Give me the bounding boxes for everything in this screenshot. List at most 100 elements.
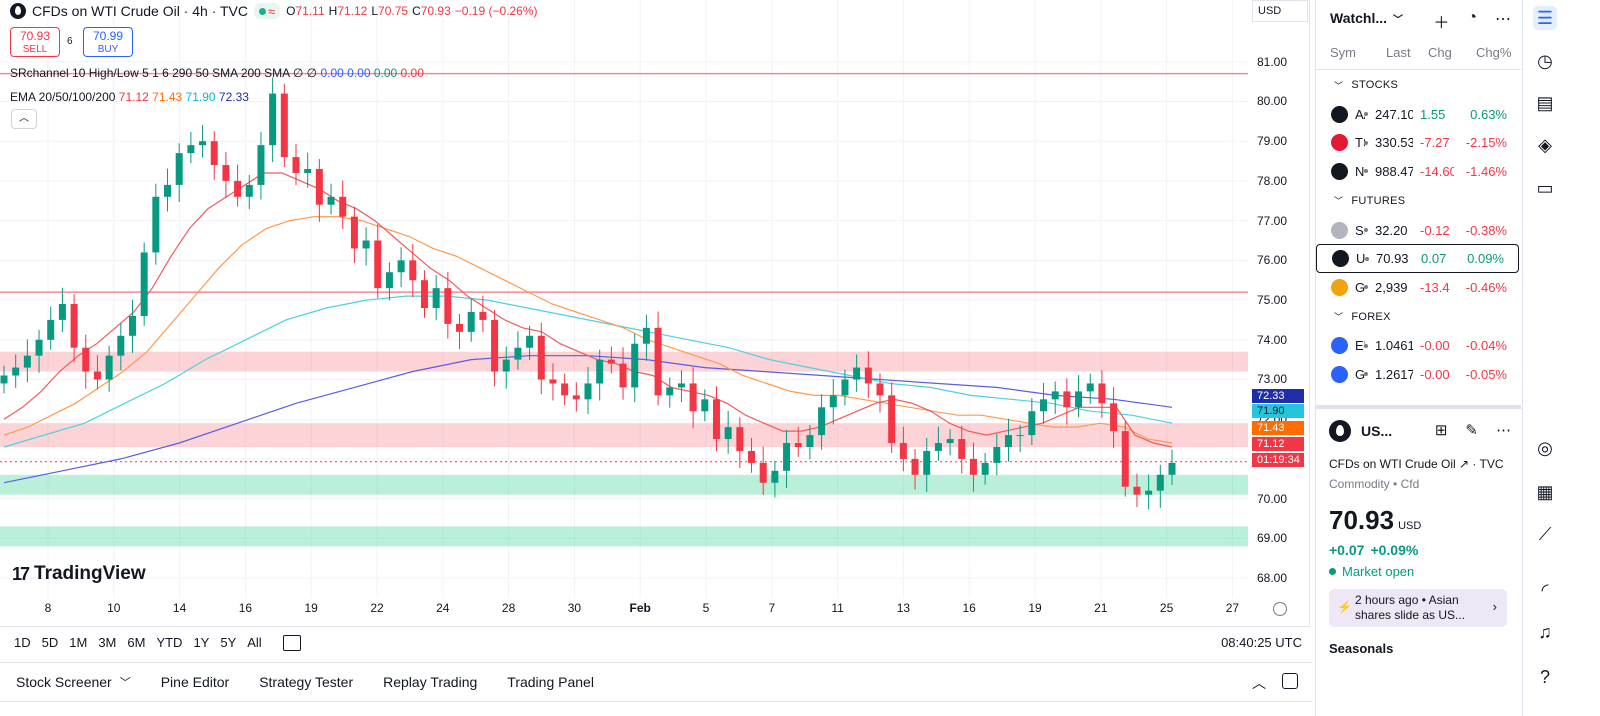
details-symbol[interactable]: US... [1361,423,1393,439]
watchlist-row[interactable]: SILVER 32.20 -0.12 -0.38% [1316,216,1521,245]
target-icon[interactable]: ◎ [1537,438,1553,458]
maximize-panel-icon[interactable] [1282,673,1298,689]
candle-body [1145,490,1153,495]
price-tick: 74.00 [1257,332,1288,347]
alerts-clock-icon[interactable]: ◷ [1537,51,1553,71]
tab-pine-editor[interactable]: Pine Editor [160,674,230,690]
utc-clock[interactable]: 08:40:25 UTC [1221,635,1302,650]
range-button[interactable]: 5Y [220,635,237,650]
more-icon[interactable]: ⋯ [1496,422,1511,439]
price-chart[interactable] [0,0,1250,598]
grid-icon[interactable]: ⊞ [1434,422,1448,439]
candle-body [946,439,954,444]
chat-icon[interactable]: ▭ [1536,178,1554,198]
chevron-down-icon[interactable]: ﹀ [1334,312,1344,323]
range-button[interactable]: YTD [156,635,183,650]
chevron-down-icon[interactable]: ﹀ [119,677,131,689]
calendar-icon[interactable] [282,634,301,651]
watchlist-section[interactable]: ﹀ STOCKS [1316,70,1521,100]
edit-icon[interactable]: ✎ [1465,422,1478,439]
calendar-icon[interactable]: ▦ [1536,482,1554,502]
watchlist-body: ﹀ STOCKS AAPL 247.10 1.55 0.63% TSLA 330.53 -7.2… [1316,70,1521,389]
candle-body [631,343,639,388]
chart-settings-icon[interactable] [1273,602,1287,616]
more-icon[interactable]: ⋯ [1495,11,1511,28]
range-button[interactable]: All [247,635,262,650]
external-link-icon[interactable]: ↗ [1459,457,1470,471]
price-label: 01:19:34 [1252,453,1304,467]
col-chg[interactable]: Chg [1428,45,1452,60]
advanced-view-icon[interactable]: ◔ [1467,9,1477,26]
time-tick: 21 [1094,601,1108,615]
help-icon[interactable]: ? [1539,667,1550,687]
time-tick: 28 [501,601,516,615]
sell-button[interactable]: 70.93 SELL [10,27,60,57]
candle-body [677,383,685,388]
watchlist-row[interactable]: AAPL 247.10 1.55 0.63% [1316,100,1521,129]
news-item[interactable]: ⚡ 2 hours ago • Asian shares slide as US… [1329,589,1507,627]
watchlist-section[interactable]: ﹀ FUTURES [1316,186,1521,216]
status-dot-icon [1329,568,1336,575]
watchlist-icon[interactable]: ☰ [1533,6,1557,30]
candle-body [794,443,802,447]
candle-body [1086,383,1094,392]
srchannel-legend[interactable]: SRchannel 10 High/Low 5 1 6 290 50 SMA 2… [10,66,424,80]
watchlist-row[interactable]: GBPUSD 1.2617 -0.00 -0.05% [1316,360,1521,389]
candle-body [187,145,195,154]
candle-body [1004,435,1012,447]
chart-pane[interactable]: CFDs on WTI Crude Oil · 4h · TVC ≈ O71.1… [0,0,1310,625]
broadcast-icon[interactable]: ◜ [1541,580,1549,600]
range-button[interactable]: 1Y [193,635,210,650]
candle-body [712,399,720,440]
candle-body [1110,403,1118,432]
buy-button[interactable]: 70.99 BUY [83,27,133,57]
chevron-down-icon[interactable]: ﹀ [1334,80,1344,91]
layers-icon[interactable]: ◈ [1538,135,1552,155]
candle-body [701,399,709,412]
chevron-up-icon[interactable]: ︿ [1252,675,1266,691]
seasonals-title[interactable]: Seasonals [1329,641,1394,656]
chevron-down-icon[interactable]: ﹀ [1334,196,1344,207]
add-symbol-icon[interactable]: ＋ [1433,15,1450,32]
watchlist-row[interactable]: NFLX 988.47 -14.60 -1.46% [1316,157,1521,186]
row-chg: -14.60 [1420,163,1454,179]
currency-selector[interactable]: USD [1252,0,1308,22]
watchlist-row[interactable]: EURUSD 1.0461 -0.00 -0.04% [1316,332,1521,361]
tab-stock-screener[interactable]: Stock Screener ﹀ [16,674,131,690]
candle-body [222,165,230,181]
col-sym[interactable]: Sym [1330,45,1356,60]
candle-body [911,458,919,475]
chevron-down-icon[interactable]: ﹀ [1393,14,1404,26]
range-button[interactable]: 6M [127,635,146,650]
row-last: 2,939 [1375,279,1408,295]
tradingview-logo[interactable]: 17 TradingView [12,563,146,584]
price-tick: 78.00 [1257,173,1288,188]
ema-legend[interactable]: EMA 20/50/100/200 71.12 71.43 71.90 72.3… [10,90,249,104]
watchlist-row[interactable]: TSLA 330.53 -7.27 -2.15% [1316,129,1521,158]
range-button[interactable]: 1M [69,635,88,650]
range-button[interactable]: 1D [14,635,31,650]
market-status-badge[interactable]: ≈ [254,3,281,19]
price-tick: 79.00 [1257,134,1288,149]
tab-replay-trading[interactable]: Replay Trading [383,674,478,690]
candle-body [257,145,265,185]
range-button[interactable]: 3M [98,635,117,650]
tab-trading-panel[interactable]: Trading Panel [507,674,594,690]
range-button[interactable]: 5D [41,635,59,650]
tab-strategy-tester[interactable]: Strategy Tester [259,674,354,690]
object-tree-icon[interactable]: ▤ [1536,93,1554,113]
notifications-icon[interactable]: ♫ [1538,622,1552,642]
time-tick: 16 [238,601,253,615]
watchlist-title[interactable]: Watchl... [1330,10,1388,26]
watchlist-row[interactable]: GOLD 2,939 -13.4 -0.46% [1316,273,1521,302]
watchlist-row[interactable]: USOIL 70.93 0.07 0.09% [1316,244,1519,273]
resistance-zone [0,351,1248,372]
status-dot-icon [1364,228,1368,233]
watchlist-section[interactable]: ﹀ FOREX [1316,302,1521,332]
symbol-title[interactable]: CFDs on WTI Crude Oil · 4h · TVC [32,3,249,19]
col-last[interactable]: Last [1386,45,1411,60]
pine-icon[interactable]: ⟋ [1538,524,1552,544]
collapse-legend-button[interactable]: ︿ [11,109,37,129]
col-chg-pct[interactable]: Chg% [1476,45,1512,60]
candle-body [1156,474,1164,491]
